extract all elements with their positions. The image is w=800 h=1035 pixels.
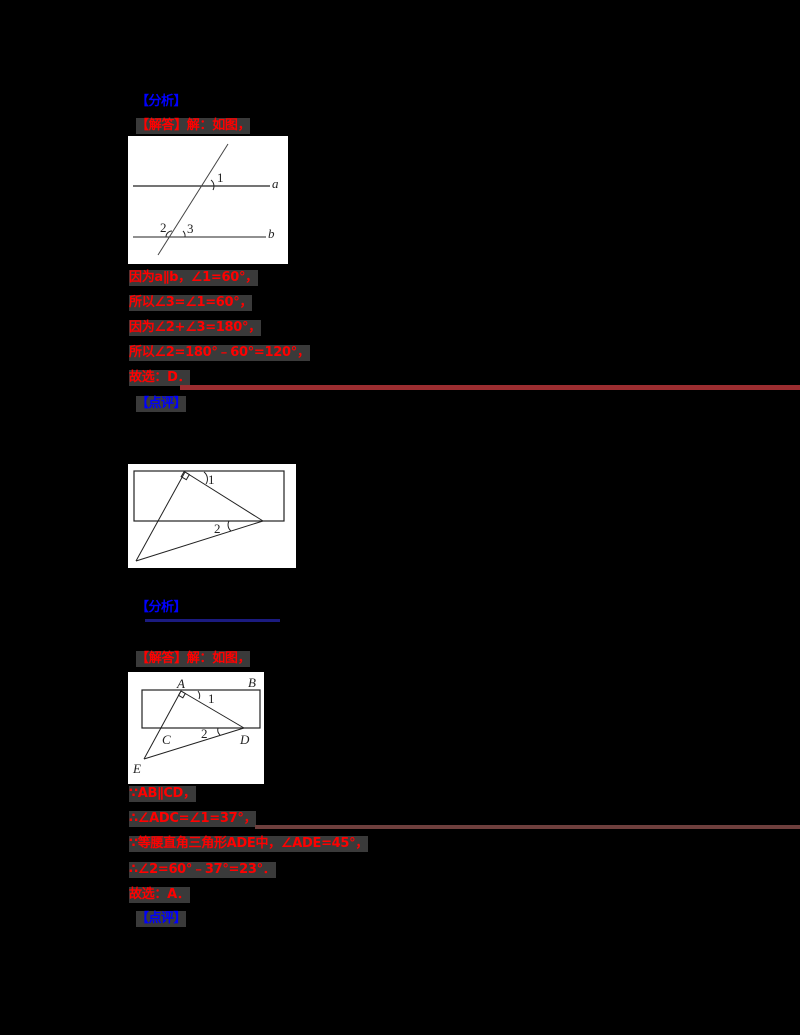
labeled-ruler-triangle-diagram: A B C D E 1 2 <box>132 675 261 776</box>
divider-rule-brown <box>255 825 800 829</box>
angle-1-label: 1 <box>208 691 215 706</box>
solution-step-1-1: 因为a∥b，∠1=60°， <box>129 270 258 286</box>
ruler-triangle-diagram: 1 2 <box>133 470 285 562</box>
comment-label-1: 【点评】 <box>136 396 187 412</box>
point-c-label: C <box>162 732 171 747</box>
point-e-label: E <box>132 761 141 776</box>
solution-heading-1: 【解答】解：如图， <box>136 118 251 134</box>
solution-answer-1: 故选：D． <box>129 370 191 386</box>
angle-2-label: 2 <box>214 521 221 536</box>
point-a-label: A <box>176 676 185 691</box>
divider-rule-red <box>180 385 800 390</box>
angle-1-label: 1 <box>217 170 224 185</box>
parallel-lines-diagram: 1 2 3 a b <box>133 143 279 256</box>
angle-2-label: 2 <box>201 726 208 741</box>
solution-step-2-4: ∴∠2=60°﹣37°=23°． <box>129 862 276 878</box>
solution-step-1-3: 因为∠2+∠3=180°， <box>129 320 261 336</box>
solution-step-2-1: ∵AB∥CD， <box>129 786 196 802</box>
solution-step-2-2: ∴∠ADC=∠1=37°， <box>129 811 257 827</box>
divider-rule-navy <box>145 619 280 622</box>
parallel-lines-figure: 1 2 3 a b <box>128 136 288 264</box>
labeled-ruler-triangle-figure: A B C D E 1 2 <box>128 672 264 784</box>
solution-answer-2: 故选：A． <box>129 887 190 903</box>
angle-2-label: 2 <box>160 220 167 235</box>
point-d-label: D <box>239 732 250 747</box>
solution-step-2-3: ∵等腰直角三角形ADE中，∠ADE=45°， <box>129 836 369 852</box>
solution-step-1-2: 所以∠3=∠1=60°， <box>129 295 253 311</box>
analysis-label-1: 【分析】 <box>136 94 187 109</box>
point-b-label: B <box>248 675 256 690</box>
solution-heading-2: 【解答】解：如图， <box>136 651 251 667</box>
line-b-label: b <box>268 226 275 241</box>
angle-1-label: 1 <box>208 472 215 487</box>
solution-step-1-4: 所以∠2=180°﹣60°=120°， <box>129 345 310 361</box>
angle-3-label: 3 <box>187 221 194 236</box>
line-a-label: a <box>272 176 279 191</box>
comment-label-2: 【点评】 <box>136 911 187 927</box>
ruler-triangle-figure: 1 2 <box>128 464 296 568</box>
analysis-label-2: 【分析】 <box>136 600 187 615</box>
